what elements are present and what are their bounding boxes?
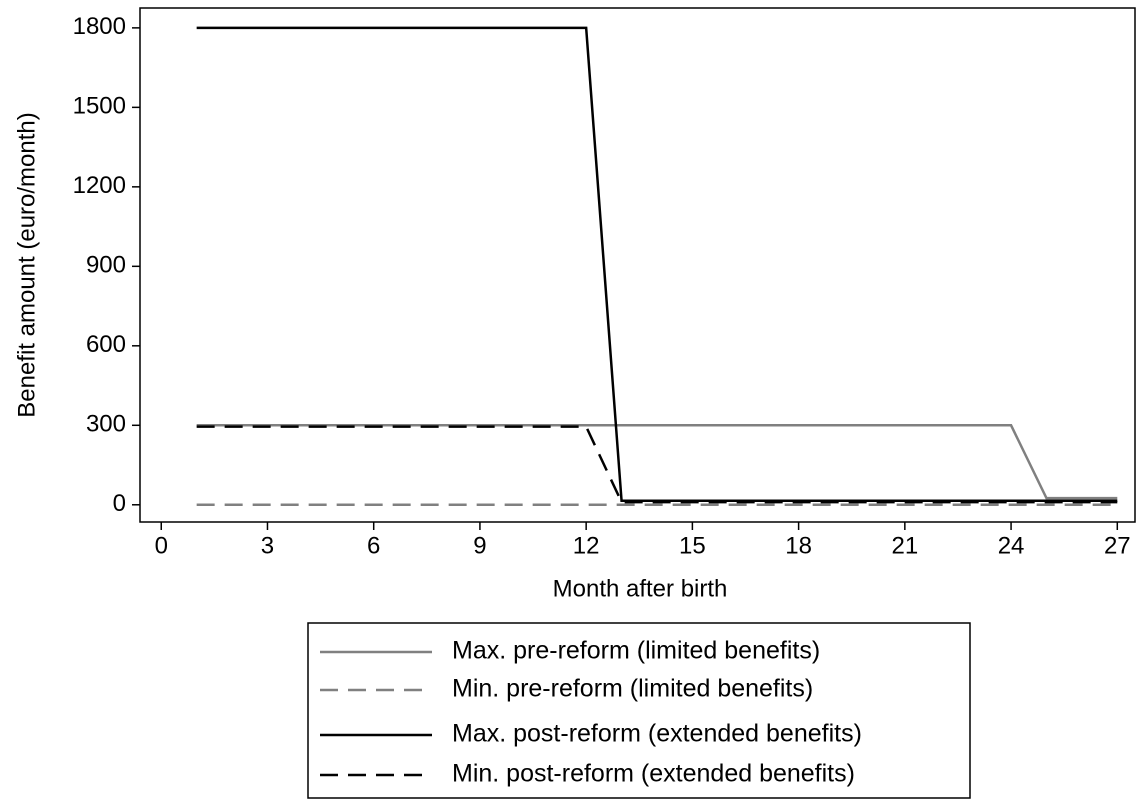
- x-tick-label: 18: [785, 532, 812, 559]
- x-tick-label: 21: [891, 532, 918, 559]
- x-tick-label: 9: [473, 532, 486, 559]
- x-tick-label: 0: [155, 532, 168, 559]
- y-tick-label: 0: [113, 490, 126, 517]
- series-line: [196, 26, 1118, 503]
- y-tick-label: 1200: [73, 172, 126, 199]
- y-tick-label: 600: [86, 331, 126, 358]
- series-line: [196, 424, 1118, 500]
- series-line: [196, 425, 1118, 504]
- x-tick-label: 27: [1104, 532, 1131, 559]
- x-axis-label: Month after birth: [553, 575, 728, 602]
- legend-label: Max. pre-reform (limited benefits): [452, 637, 820, 665]
- y-tick-label: 1500: [73, 93, 126, 120]
- legend-label: Min. post-reform (extended benefits): [452, 760, 855, 788]
- legend-label: Min. pre-reform (limited benefits): [452, 675, 813, 703]
- y-tick-label: 300: [86, 411, 126, 438]
- x-tick-label: 15: [679, 532, 706, 559]
- legend-label: Max. post-reform (extended benefits): [452, 720, 862, 748]
- x-tick-label: 3: [261, 532, 274, 559]
- x-tick-label: 24: [998, 532, 1025, 559]
- y-tick-label: 1800: [73, 13, 126, 40]
- y-tick-label: 900: [86, 252, 126, 279]
- x-tick-label: 12: [573, 532, 600, 559]
- y-axis-label: Benefit amount (euro/month): [13, 112, 40, 418]
- x-tick-label: 6: [367, 532, 380, 559]
- plot-frame: [139, 7, 1136, 523]
